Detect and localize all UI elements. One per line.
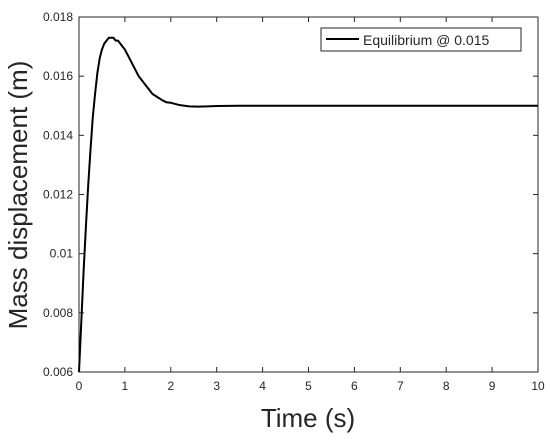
legend: Equilibrium @ 0.015 xyxy=(320,27,522,52)
y-axis-title: Mass displacement (m) xyxy=(3,61,33,330)
x-tick-label: 4 xyxy=(259,379,266,393)
x-tick-label: 8 xyxy=(443,379,450,393)
series-line-equilibrium xyxy=(78,36,538,373)
y-tick-label: 0.008 xyxy=(43,306,73,320)
plot-area xyxy=(78,16,539,373)
x-axis-ticks: 0 1 2 3 4 5 6 7 8 9 10 xyxy=(76,17,545,393)
x-tick-label: 9 xyxy=(489,379,496,393)
y-axis-ticks: 0.006 0.008 0.01 0.012 0.014 0.016 0.018 xyxy=(43,10,538,379)
y-tick-label: 0.012 xyxy=(43,188,73,202)
x-tick-label: 3 xyxy=(213,379,220,393)
y-tick-label: 0.018 xyxy=(43,10,73,24)
x-tick-label: 5 xyxy=(305,379,312,393)
x-tick-label: 6 xyxy=(351,379,358,393)
series-layer xyxy=(78,36,538,373)
y-tick-label: 0.014 xyxy=(43,128,73,142)
legend-box xyxy=(320,27,522,52)
x-tick-label: 2 xyxy=(167,379,174,393)
y-tick-label: 0.016 xyxy=(43,69,73,83)
y-tick-label: 0.01 xyxy=(50,247,74,261)
x-tick-label: 7 xyxy=(397,379,404,393)
x-tick-label: 10 xyxy=(531,379,545,393)
legend-label-equilibrium: Equilibrium @ 0.015 xyxy=(363,32,489,48)
x-tick-label: 1 xyxy=(122,379,129,393)
x-axis-title: Time (s) xyxy=(261,403,355,433)
y-tick-label: 0.006 xyxy=(43,365,73,379)
x-tick-label: 0 xyxy=(76,379,83,393)
